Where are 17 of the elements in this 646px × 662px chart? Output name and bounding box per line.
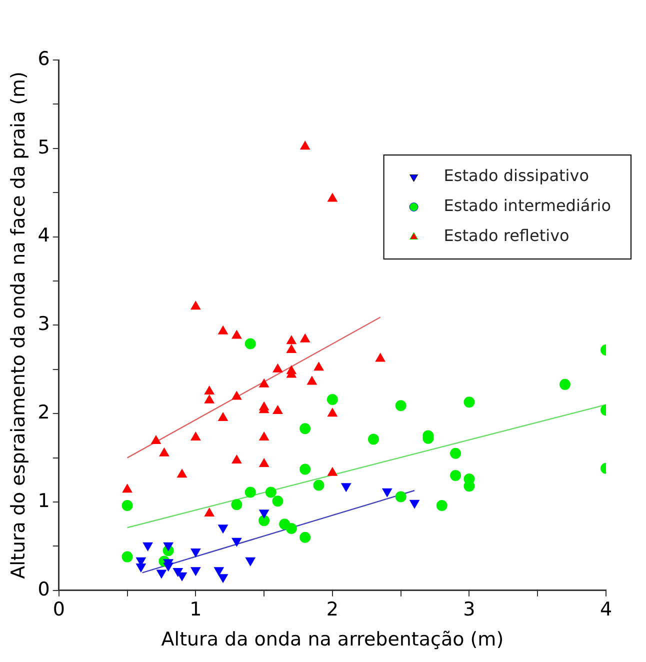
x-tick-label: 3 bbox=[463, 598, 476, 621]
legend-label: Estado refletivo bbox=[444, 226, 570, 246]
x-tick-label: 1 bbox=[190, 598, 202, 621]
y-tick-label: 1 bbox=[38, 490, 50, 512]
x-tick-label: 4 bbox=[600, 598, 612, 621]
y-tick-label: 4 bbox=[38, 224, 50, 247]
y-tick-label: 5 bbox=[38, 136, 50, 158]
y-axis-title: Altura do espraiamento da onda na face da praia (m) bbox=[7, 72, 30, 579]
legend-label: Estado dissipativo bbox=[444, 166, 590, 186]
legend-label: Estado intermediário bbox=[444, 196, 611, 216]
x-tick-label: 0 bbox=[52, 598, 65, 621]
y-tick-label: 0 bbox=[38, 578, 50, 600]
x-axis-title: Altura da onda na arrebentação (m) bbox=[161, 628, 504, 651]
y-tick-label: 6 bbox=[38, 48, 50, 70]
y-tick-label: 3 bbox=[38, 313, 50, 336]
x-tick-label: 2 bbox=[326, 598, 338, 621]
y-tick-label: 2 bbox=[38, 402, 50, 424]
